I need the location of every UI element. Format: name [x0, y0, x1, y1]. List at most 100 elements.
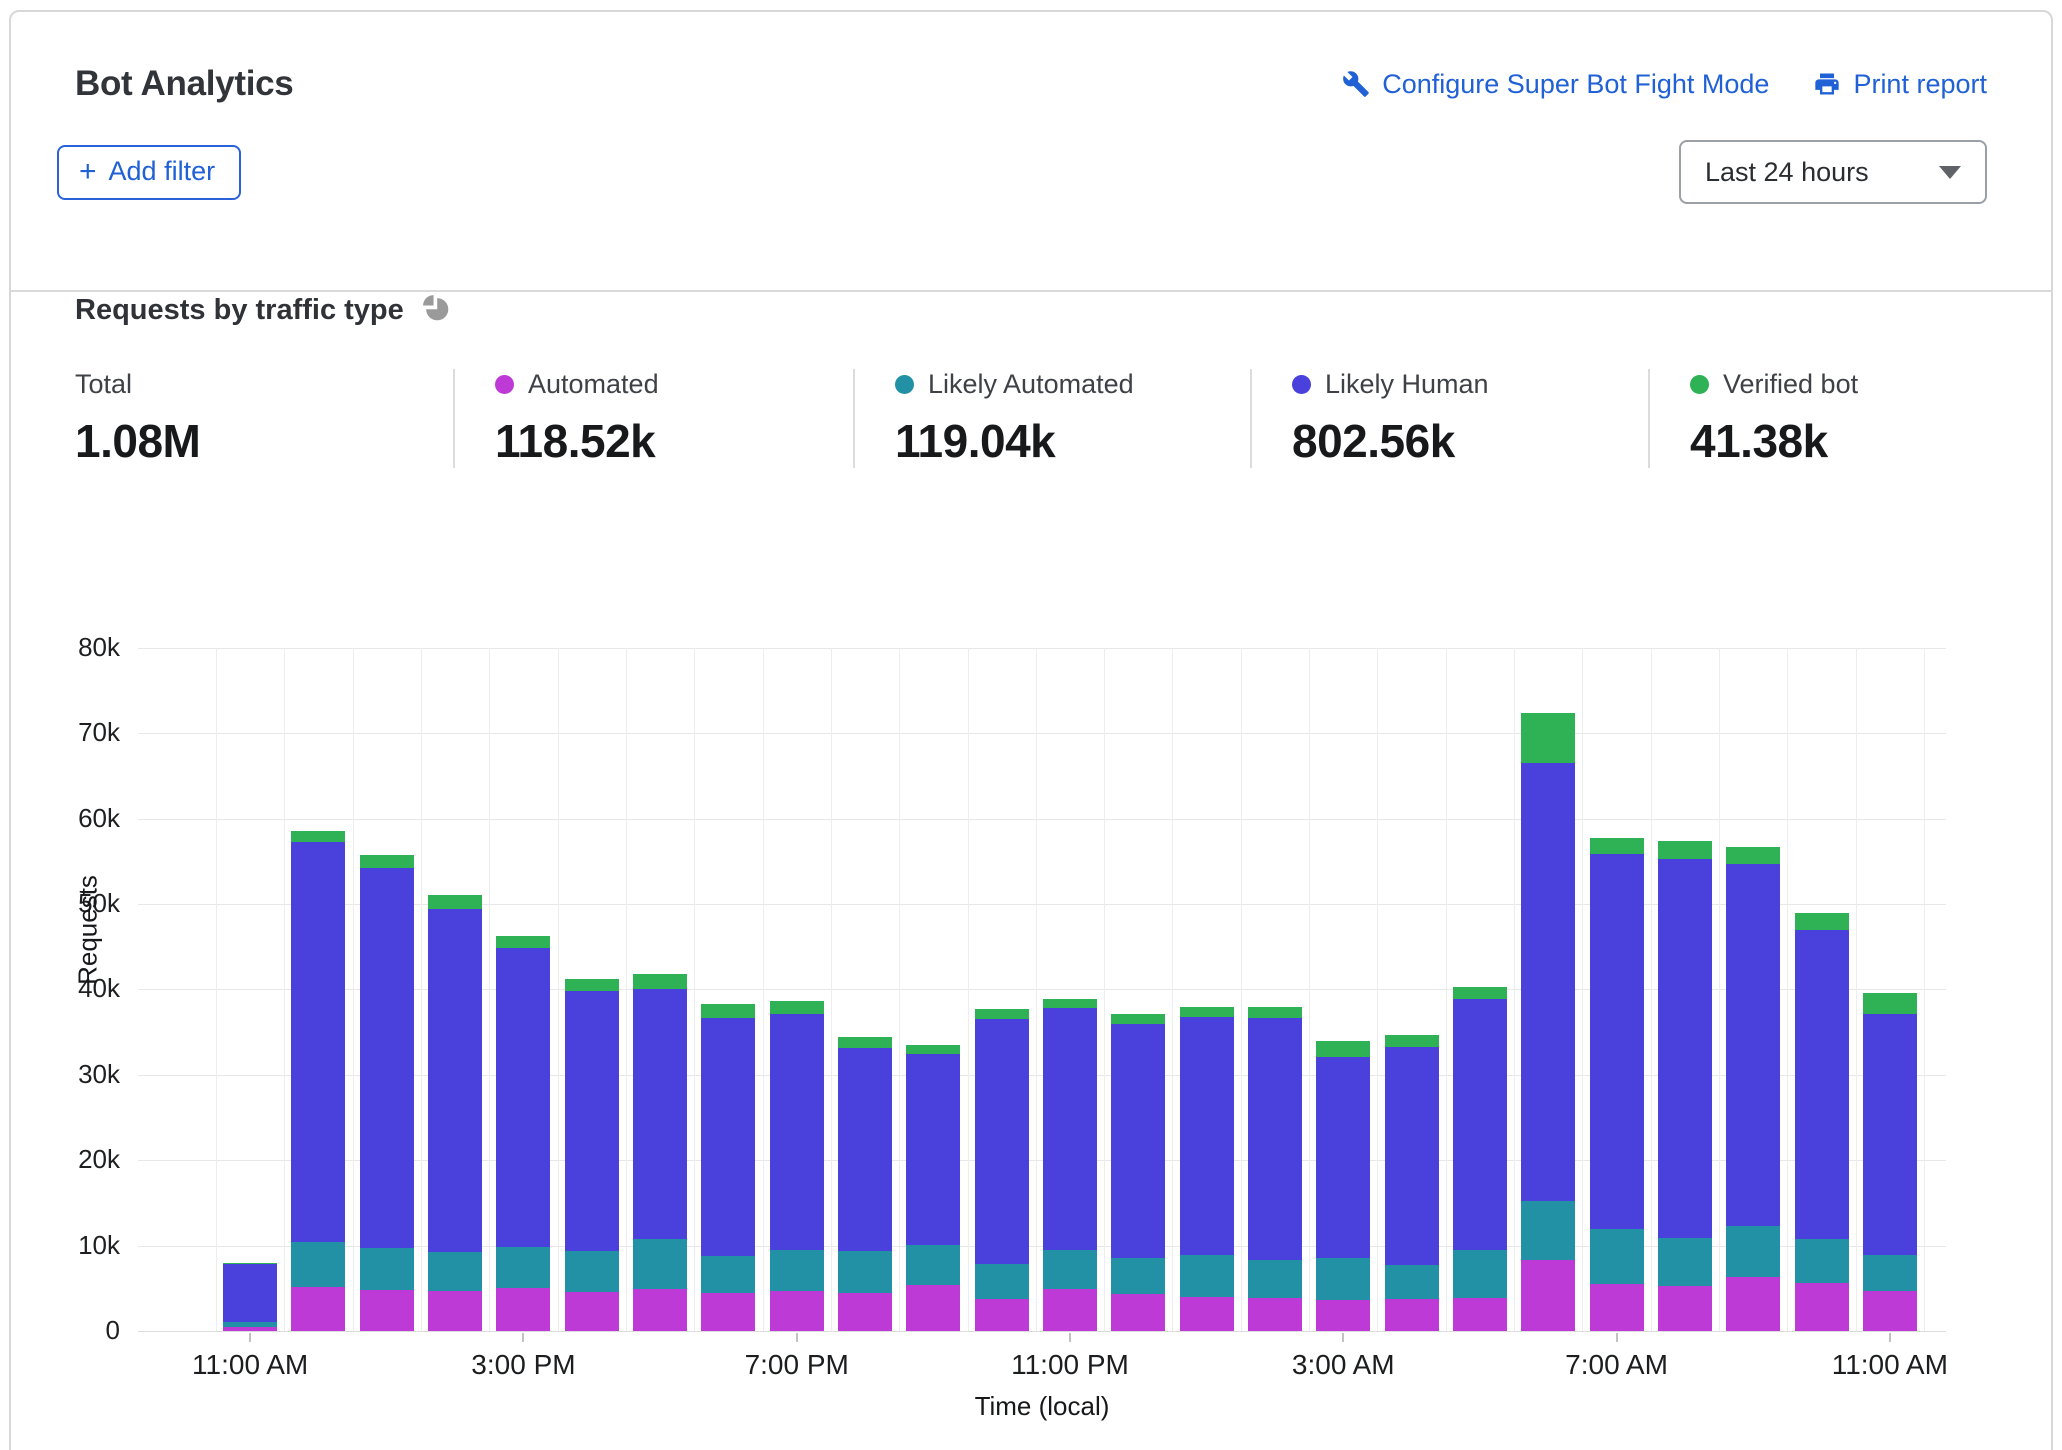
bar-segment-likely-automated [1043, 1250, 1097, 1289]
bar-segment-automated [496, 1288, 550, 1331]
bar-segment-automated [428, 1291, 482, 1331]
bar-7-00-pm[interactable] [770, 1001, 824, 1331]
bar-5-00-am[interactable] [1453, 987, 1507, 1331]
bar-segment-automated [291, 1287, 345, 1331]
bar-10-00-am[interactable] [1795, 913, 1849, 1331]
bar-segment-likely-human [838, 1048, 892, 1250]
stat-total-value: 1.08M [75, 414, 423, 468]
bar-8-00-pm[interactable] [838, 1037, 892, 1331]
bar-segment-likely-automated [1658, 1238, 1712, 1286]
section-title-row: Requests by traffic type [75, 292, 1987, 329]
bar-11-00-am[interactable] [223, 1263, 277, 1331]
bar-7-00-am[interactable] [1590, 838, 1644, 1331]
bar-segment-automated [1795, 1283, 1849, 1331]
bar-segment-verified-bot [633, 974, 687, 989]
bar-segment-automated [1658, 1286, 1712, 1331]
bar-segment-likely-automated [1726, 1226, 1780, 1277]
bar-1-00-am[interactable] [1180, 1007, 1234, 1331]
print-report-link[interactable]: Print report [1813, 69, 1987, 100]
bar-4-00-am[interactable] [1385, 1035, 1439, 1331]
stat-automated: Automated 118.52k [453, 369, 853, 468]
bar-segment-likely-automated [1248, 1260, 1302, 1298]
bar-2-00-pm[interactable] [428, 895, 482, 1331]
add-filter-label: Add filter [109, 156, 216, 187]
bar-segment-automated [1316, 1300, 1370, 1331]
time-range-select[interactable]: Last 24 hours [1679, 140, 1987, 204]
bar-segment-likely-human [1043, 1008, 1097, 1250]
bar-segment-automated [1453, 1298, 1507, 1331]
bar-segment-automated [1863, 1291, 1917, 1331]
configure-link-label: Configure Super Bot Fight Mode [1382, 69, 1769, 100]
header-divider [11, 290, 2051, 292]
bar-segment-likely-human [1726, 864, 1780, 1226]
bar-3-00-am[interactable] [1316, 1041, 1370, 1331]
bar-5-00-pm[interactable] [633, 974, 687, 1331]
bar-segment-verified-bot [1658, 841, 1712, 859]
bar-segment-verified-bot [1590, 838, 1644, 854]
bar-6-00-am[interactable] [1521, 713, 1575, 1331]
bar-segment-likely-automated [1111, 1258, 1165, 1295]
chevron-down-icon [1939, 166, 1961, 179]
stat-verified-bot-label: Verified bot [1723, 369, 1858, 400]
stat-automated-label: Automated [528, 369, 659, 400]
bar-segment-automated [1521, 1260, 1575, 1331]
bar-segment-verified-bot [496, 936, 550, 948]
bar-segment-verified-bot [1453, 987, 1507, 999]
stat-automated-value: 118.52k [495, 414, 823, 468]
bar-segment-likely-automated [1863, 1255, 1917, 1291]
stat-verified-bot: Verified bot 41.38k [1648, 369, 1888, 468]
bar-segment-verified-bot [291, 831, 345, 841]
traffic-type-legend: Total 1.08M Automated 118.52k Likely Aut… [75, 369, 1987, 468]
card-header: Bot Analytics Configure Super Bot Fight … [75, 12, 1987, 104]
controls-row: + Add filter Last 24 hours [57, 140, 1987, 204]
bar-8-00-am[interactable] [1658, 841, 1712, 1331]
bar-segment-likely-human [1795, 930, 1849, 1238]
bar-1-00-pm[interactable] [360, 855, 414, 1331]
pie-chart-icon [420, 292, 452, 329]
add-filter-button[interactable]: + Add filter [57, 145, 241, 200]
bar-segment-verified-bot [1795, 913, 1849, 931]
bar-3-00-pm[interactable] [496, 936, 550, 1331]
bar-11-00-am[interactable] [1863, 993, 1917, 1331]
bar-segment-likely-automated [838, 1251, 892, 1294]
header-links: Configure Super Bot Fight Mode Print rep… [1342, 69, 1987, 100]
bar-segment-likely-human [1863, 1014, 1917, 1255]
configure-super-bot-fight-mode-link[interactable]: Configure Super Bot Fight Mode [1342, 69, 1769, 100]
bar-10-00-pm[interactable] [975, 1009, 1029, 1331]
bar-segment-automated [633, 1289, 687, 1331]
bar-segment-automated [701, 1293, 755, 1331]
bar-segment-automated [1043, 1289, 1097, 1331]
bar-segment-likely-human [360, 868, 414, 1248]
bar-segment-automated [975, 1299, 1029, 1331]
bar-segment-likely-automated [1590, 1229, 1644, 1285]
bar-segment-verified-bot [428, 895, 482, 909]
time-range-value: Last 24 hours [1705, 157, 1869, 188]
bar-segment-verified-bot [1385, 1035, 1439, 1048]
bar-segment-verified-bot [1043, 999, 1097, 1008]
bar-segment-likely-automated [1180, 1255, 1234, 1297]
bar-segment-automated [565, 1292, 619, 1331]
bar-11-00-pm[interactable] [1043, 999, 1097, 1331]
bar-segment-verified-bot [1316, 1041, 1370, 1057]
bar-12-00-pm[interactable] [291, 831, 345, 1331]
bar-segment-verified-bot [1521, 713, 1575, 763]
bar-9-00-pm[interactable] [906, 1045, 960, 1331]
bar-segment-likely-automated [633, 1239, 687, 1289]
bar-segment-likely-human [1111, 1024, 1165, 1257]
bar-12-00-am[interactable] [1111, 1014, 1165, 1331]
likely-automated-dot-icon [895, 375, 914, 394]
bar-9-00-am[interactable] [1726, 847, 1780, 1331]
bar-segment-automated [223, 1327, 277, 1331]
bar-segment-likely-automated [1453, 1250, 1507, 1298]
bar-segment-likely-automated [496, 1247, 550, 1288]
bar-segment-likely-human [975, 1019, 1029, 1264]
bar-segment-verified-bot [1863, 993, 1917, 1014]
bar-6-00-pm[interactable] [701, 1004, 755, 1331]
bar-segment-verified-bot [1180, 1007, 1234, 1016]
bar-segment-likely-human [1590, 854, 1644, 1228]
page-title: Bot Analytics [75, 64, 293, 104]
bar-segment-verified-bot [770, 1001, 824, 1015]
bar-segment-likely-human [1453, 999, 1507, 1250]
bar-2-00-am[interactable] [1248, 1007, 1302, 1331]
bar-4-00-pm[interactable] [565, 979, 619, 1331]
